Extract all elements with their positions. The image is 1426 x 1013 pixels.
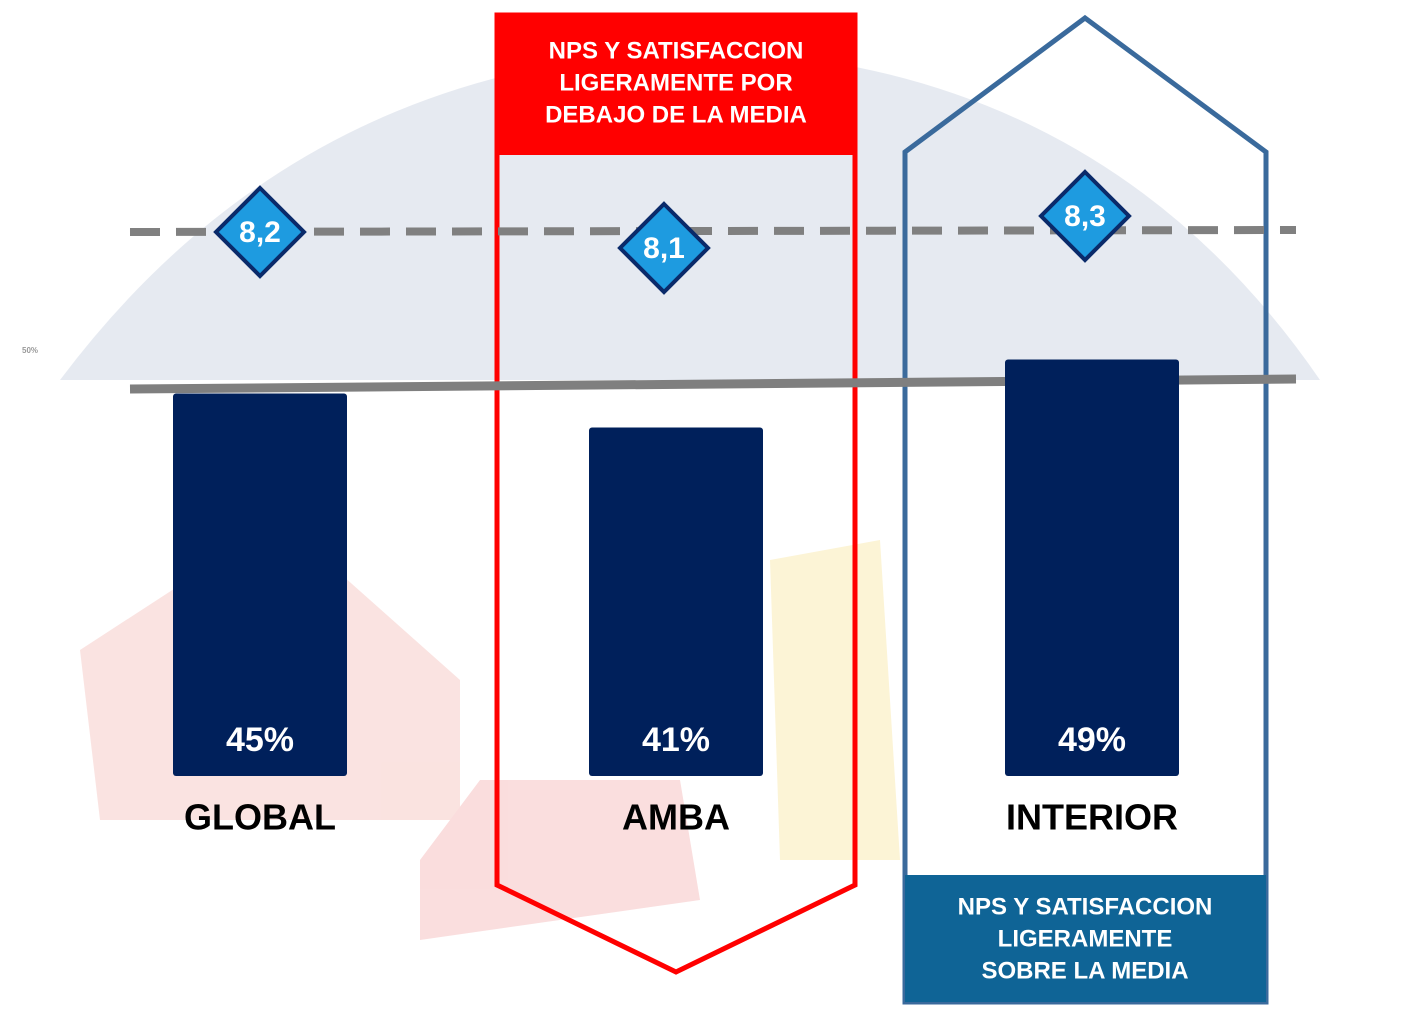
score-label: 8,3 bbox=[1064, 200, 1106, 233]
car bbox=[420, 780, 700, 940]
bar bbox=[589, 427, 763, 776]
bar bbox=[1005, 359, 1179, 776]
score-label: 8,1 bbox=[643, 232, 685, 265]
y-tick-label: 50% bbox=[22, 346, 38, 355]
callout-frame bbox=[902, 14, 1269, 1005]
umbrella bbox=[60, 50, 1320, 380]
dollar bbox=[770, 540, 900, 860]
score-marker bbox=[213, 185, 307, 279]
score-label: 8,2 bbox=[239, 216, 281, 249]
score-marker bbox=[617, 201, 711, 295]
category-label: AMBA bbox=[622, 797, 730, 838]
annotation-text: NPS Y SATISFACCION bbox=[958, 893, 1213, 920]
annotation-text: SOBRE LA MEDIA bbox=[981, 957, 1188, 984]
callout-header bbox=[497, 15, 855, 155]
callout-footer bbox=[905, 875, 1266, 1002]
annotation-text: LIGERAMENTE bbox=[998, 925, 1173, 952]
value-label: 49% bbox=[1058, 721, 1126, 759]
annotation-text: LIGERAMENTE POR bbox=[559, 69, 792, 96]
category-label: INTERIOR bbox=[1006, 797, 1178, 838]
category-label: GLOBAL bbox=[184, 797, 336, 838]
bar bbox=[173, 393, 347, 776]
annotation-text: NPS Y SATISFACCION bbox=[549, 37, 804, 64]
value-label: 41% bbox=[642, 721, 710, 759]
annotation-text: DEBAJO DE LA MEDIA bbox=[545, 101, 807, 128]
score-marker bbox=[1038, 169, 1132, 263]
value-label: 45% bbox=[226, 721, 294, 759]
